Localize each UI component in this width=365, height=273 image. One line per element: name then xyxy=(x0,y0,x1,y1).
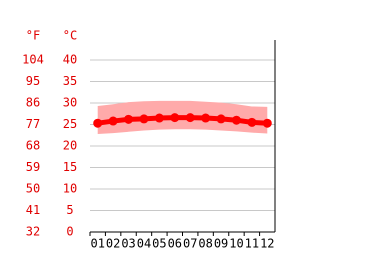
y2-tick-label: 32 xyxy=(26,225,40,239)
mean-point xyxy=(170,113,180,123)
y2-tick-label: 77 xyxy=(26,117,40,131)
x-tick-label: 05 xyxy=(152,237,166,251)
mean-point xyxy=(124,114,134,124)
mean-point xyxy=(185,113,195,123)
mean-point xyxy=(231,115,241,125)
y2-tick-label: 68 xyxy=(26,139,40,153)
x-tick-label: 12 xyxy=(260,237,274,251)
y-tick-label: 20 xyxy=(63,139,77,153)
x-tick-label: 10 xyxy=(229,237,243,251)
y-unit: °C xyxy=(63,29,77,43)
mean-point xyxy=(262,118,272,128)
y2-tick-label: 41 xyxy=(26,203,40,217)
y2-tick-label: 95 xyxy=(26,74,40,88)
mean-point xyxy=(108,116,118,126)
mean-point xyxy=(154,113,164,123)
y-tick-label: 30 xyxy=(63,96,77,110)
x-tick-label: 03 xyxy=(121,237,135,251)
y2-tick-label: 50 xyxy=(26,182,40,196)
x-tick-label: 09 xyxy=(214,237,228,251)
y2-tick-label: 86 xyxy=(26,96,40,110)
y2-tick-label: 104 xyxy=(22,53,44,67)
mean-point xyxy=(216,114,226,124)
y-tick-label: 15 xyxy=(63,160,77,174)
x-tick-label: 08 xyxy=(198,237,212,251)
y2-tick-label: 59 xyxy=(26,160,40,174)
y2-unit: °F xyxy=(26,29,40,43)
y-tick-label: 10 xyxy=(63,182,77,196)
y-tick-label: 5 xyxy=(66,203,73,217)
x-tick-label: 06 xyxy=(168,237,182,251)
x-tick-label: 02 xyxy=(106,237,120,251)
x-tick-label: 01 xyxy=(90,237,104,251)
y-tick-label: 40 xyxy=(63,53,77,67)
mean-point xyxy=(247,117,257,127)
x-tick-label: 04 xyxy=(137,237,151,251)
x-tick-label: 11 xyxy=(245,237,259,251)
mean-point xyxy=(139,114,149,124)
y-tick-label: 25 xyxy=(63,117,77,131)
mean-point xyxy=(201,113,211,123)
x-tick-label: 07 xyxy=(183,237,197,251)
y-tick-label: 0 xyxy=(66,225,73,239)
y-tick-label: 35 xyxy=(63,74,77,88)
mean-point xyxy=(93,118,103,128)
